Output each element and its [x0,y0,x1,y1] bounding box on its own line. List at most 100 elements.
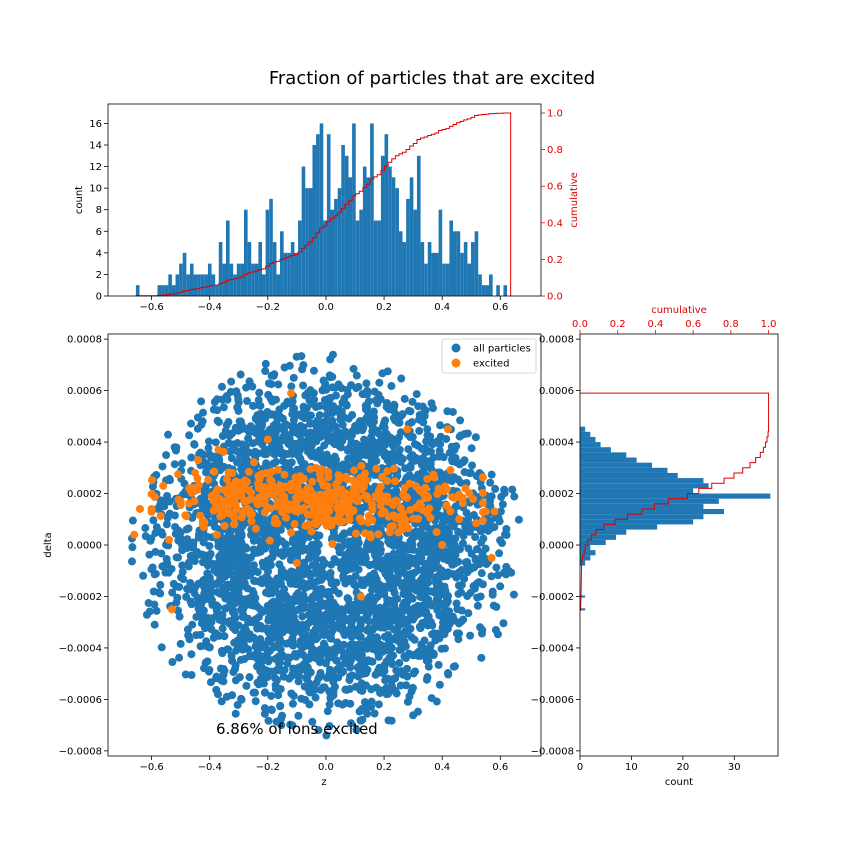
top-hist-bar [406,198,410,296]
scatter-point-all-particles [370,387,379,396]
scatter-point-excited [446,466,455,475]
scatter-point-all-particles [320,559,329,568]
scatter-point-all-particles [249,561,258,570]
top-hist-bar [171,285,176,296]
scatter-point-all-particles [344,454,353,463]
scatter-point-all-particles [408,455,417,464]
scatter-point-excited [272,502,281,511]
scatter-point-all-particles [442,599,451,608]
scatter-point-all-particles [194,580,203,589]
scatter-point-all-particles [429,649,438,658]
scatter-point-all-particles [293,596,302,605]
side-x2-tick-label: 1.0 [761,319,777,330]
scatter-point-excited [190,497,199,506]
scatter-point-all-particles [128,543,137,552]
scatter-point-excited [341,506,350,515]
scatter-point-all-particles [245,448,254,457]
scatter-point-excited [230,513,239,522]
scatter-point-all-particles [302,653,311,662]
scatter-point-all-particles [487,572,496,581]
scatter-point-all-particles [225,557,234,566]
scatter-point-all-particles [423,673,432,682]
scatter-point-all-particles [194,530,203,539]
scatter-point-all-particles [432,511,441,520]
scatter-point-all-particles [397,455,406,464]
scatter-point-excited [211,498,220,507]
scatter-point-all-particles [436,421,445,430]
scatter-plot: −0.6 −0.4 −0.2 0.0 0.2 0.4 0.6 −0.0008−0.0006−… [43,333,542,788]
top-hist-bar [294,252,299,296]
scatter-point-all-particles [198,558,207,567]
scatter-point-excited [429,470,438,479]
scatter-point-all-particles [421,645,430,654]
scatter-point-all-particles [245,377,254,386]
top-hist-bar [312,144,317,296]
top-hist-bar [330,209,335,296]
scatter-point-all-particles [376,540,385,549]
scatter-point-excited [352,529,361,538]
scatter-point-all-particles [339,611,348,620]
scatter-point-all-particles [374,586,383,595]
scatter-point-all-particles [352,423,361,432]
scatter-point-all-particles [197,614,206,623]
scatter-point-excited [478,488,487,497]
scatter-point-all-particles [242,626,251,635]
scatter-point-all-particles [416,623,425,632]
top-y-tick-label: 10 [89,184,102,195]
scatter-point-all-particles [184,631,193,640]
scatter-point-all-particles [152,523,161,532]
scatter-point-all-particles [390,400,399,409]
scatter-point-all-particles [228,440,237,449]
scatter-point-all-particles [409,554,418,563]
top-hist-bars [135,123,508,296]
scatter-point-all-particles [205,643,214,652]
scatter-point-excited [368,504,377,513]
side-hist-bar [580,431,591,437]
scatter-point-all-particles [447,477,456,486]
scatter-point-all-particles [361,405,370,414]
scatter-point-all-particles [337,443,346,452]
scatter-point-all-particles [253,416,262,425]
scatter-point-all-particles [272,422,281,431]
scatter-point-all-particles [382,556,391,565]
scatter-point-all-particles [175,612,184,621]
scatter-point-excited [383,467,392,476]
scatter-point-all-particles [273,676,282,685]
scatter-point-all-particles [242,383,251,392]
scatter-point-all-particles [492,602,501,611]
top-hist-bar [503,285,508,296]
scatter-point-excited [266,476,275,485]
scatter-point-all-particles [322,601,331,610]
scatter-x-tick-label: 0.2 [376,762,392,773]
scatter-point-all-particles [340,538,349,547]
top-hist-bar [366,177,371,296]
scatter-point-all-particles [236,370,245,379]
scatter-point-all-particles [284,440,293,449]
scatter-point-all-particles [285,674,294,683]
scatter-point-excited [356,592,365,601]
side-hist-bar [580,426,586,432]
legend-box [441,338,537,374]
scatter-point-all-particles [423,425,432,434]
scatter-point-all-particles [435,680,444,689]
scatter-point-all-particles [335,463,344,472]
side-x-tick-label: 30 [728,762,741,773]
scatter-y-tick-label: −0.0008 [59,746,102,757]
scatter-point-all-particles [198,417,207,426]
scatter-point-all-particles [274,691,283,700]
top-hist-bar [301,166,306,296]
scatter-point-all-particles [448,560,457,569]
scatter-point-all-particles [162,451,171,460]
scatter-point-all-particles [478,580,487,589]
scatter-point-all-particles [305,700,314,709]
scatter-point-all-particles [289,373,298,382]
scatter-point-all-particles [496,536,505,545]
scatter-point-all-particles [329,687,338,696]
scatter-point-all-particles [271,395,280,404]
top-hist-yticks: 0 2 4 6 8 10 12 14 16 [89,119,108,303]
scatter-point-all-particles [308,717,317,726]
scatter-point-all-particles [199,408,208,417]
scatter-point-all-particles [283,653,292,662]
scatter-point-all-particles [306,419,315,428]
scatter-point-excited [159,481,168,490]
